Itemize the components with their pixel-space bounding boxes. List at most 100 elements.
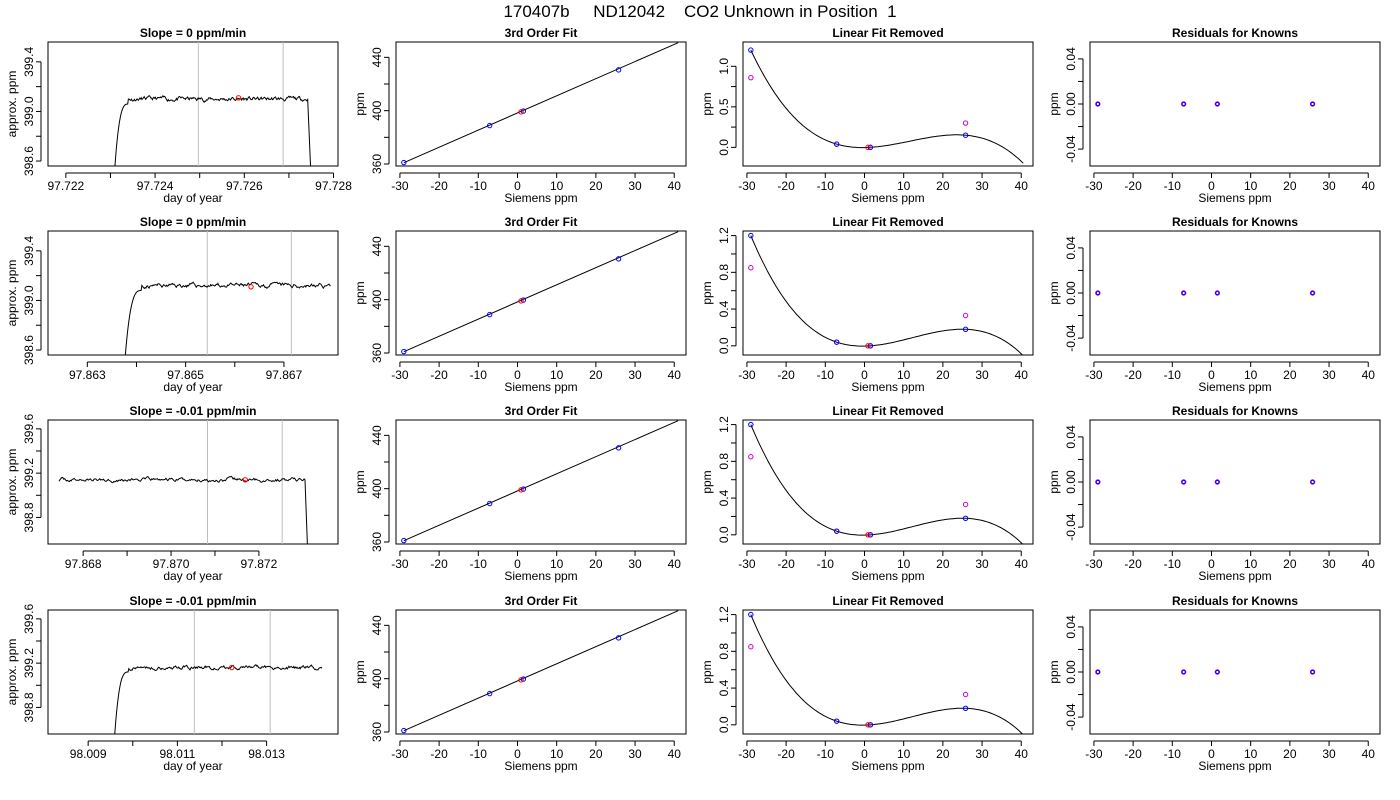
x-tick-label: 30 bbox=[975, 368, 989, 382]
x-axis-label: Siemens ppm bbox=[1198, 380, 1271, 394]
uncorrected-point bbox=[748, 74, 754, 81]
plot-frame bbox=[742, 230, 1034, 356]
x-tick-label: -10 bbox=[817, 747, 835, 761]
x-tick-label: -20 bbox=[777, 557, 795, 571]
x-tick-label: -20 bbox=[1124, 368, 1142, 382]
y-tick-label: 399.4 bbox=[22, 236, 36, 266]
panel-title: Slope = -0.01 ppm/min bbox=[129, 594, 256, 608]
x-tick-label: 0 bbox=[861, 368, 868, 382]
residual-point-outer bbox=[1214, 290, 1221, 296]
y-axis-label: approx. ppm bbox=[5, 260, 19, 327]
residual-point bbox=[1181, 101, 1186, 107]
y-tick-label: -0.04 bbox=[1064, 513, 1078, 541]
residual-point-outer bbox=[1095, 479, 1101, 485]
y-tick-label: 400 bbox=[370, 668, 384, 688]
x-tick-label: -30 bbox=[1085, 368, 1103, 382]
y-tick-label: 0.04 bbox=[1064, 236, 1078, 260]
x-tick-label: -20 bbox=[430, 368, 448, 382]
x-axis-label: Siemens ppm bbox=[851, 569, 924, 583]
plot-area bbox=[748, 47, 1024, 164]
known-point bbox=[486, 500, 493, 507]
y-tick-label: 399.4 bbox=[22, 47, 36, 77]
panel-title: 3rd Order Fit bbox=[505, 404, 578, 418]
y-tick-label: 360 bbox=[370, 722, 384, 742]
x-tick-label: -10 bbox=[1164, 179, 1182, 193]
known-point bbox=[520, 108, 527, 114]
x-tick-label: 20 bbox=[589, 179, 603, 193]
x-axis-label: Siemens ppm bbox=[851, 191, 924, 205]
y-tick-label: 0.00 bbox=[1064, 92, 1078, 116]
plot-area bbox=[114, 42, 312, 166]
x-tick-label: 0 bbox=[514, 747, 521, 761]
x-tick-label: -10 bbox=[817, 179, 835, 193]
fit-line bbox=[403, 420, 679, 542]
plot-area bbox=[1095, 101, 1316, 107]
residual-point-outer bbox=[1214, 669, 1221, 675]
y-tick-label: 1.2 bbox=[717, 227, 731, 244]
y-tick-label: 399.6 bbox=[22, 414, 36, 444]
y-tick-label: 400 bbox=[370, 289, 384, 309]
x-tick-label: 98.009 bbox=[70, 747, 107, 761]
x-tick-label: 30 bbox=[628, 747, 642, 761]
known-point bbox=[748, 47, 754, 53]
plot-area bbox=[1095, 290, 1316, 296]
y-tick-label: 0.00 bbox=[1064, 470, 1078, 494]
x-tick-label: 0 bbox=[514, 179, 521, 193]
unknown-point bbox=[865, 144, 871, 151]
y-axis-label: approx. ppm bbox=[5, 71, 19, 138]
x-tick-label: 0 bbox=[1208, 557, 1215, 571]
x-tick-label: 40 bbox=[1015, 368, 1029, 382]
x-tick-label: 40 bbox=[668, 179, 682, 193]
panel-r2-c2: 3rd Order Fit -30 -20 -10 0 10 20 30 40 Siemens p… bbox=[353, 215, 687, 394]
known-point bbox=[833, 339, 840, 345]
y-tick-label: 0.8 bbox=[717, 453, 731, 470]
x-tick-label: 97.728 bbox=[315, 179, 352, 193]
x-tick-label: 30 bbox=[975, 747, 989, 761]
x-tick-label: 97.726 bbox=[226, 179, 263, 193]
uncorrected-point bbox=[962, 312, 969, 319]
known-point bbox=[748, 421, 754, 428]
y-tick-label: 0.04 bbox=[1064, 47, 1078, 71]
known-point bbox=[486, 311, 493, 318]
plot-frame bbox=[47, 230, 339, 356]
unknown-point bbox=[518, 487, 524, 493]
x-tick-label: 30 bbox=[975, 557, 989, 571]
x-axis-label: Siemens ppm bbox=[851, 759, 924, 773]
y-axis-label: ppm bbox=[353, 281, 367, 304]
plot-area bbox=[748, 232, 1024, 355]
x-tick-label: 20 bbox=[589, 368, 603, 382]
x-axis-label: Siemens ppm bbox=[504, 569, 577, 583]
plot-area bbox=[401, 420, 679, 544]
x-tick-label: 30 bbox=[1322, 747, 1336, 761]
fit-line bbox=[403, 231, 679, 353]
known-point bbox=[401, 727, 407, 734]
y-tick-label: 0.5 bbox=[717, 98, 731, 115]
x-tick-label: -10 bbox=[1164, 368, 1182, 382]
mean-point bbox=[248, 284, 254, 290]
x-tick-label: 10 bbox=[1244, 747, 1258, 761]
x-tick-label: -30 bbox=[391, 557, 409, 571]
y-tick-label: 360 bbox=[370, 532, 384, 552]
x-tick-label: -30 bbox=[738, 747, 756, 761]
panel-title: 3rd Order Fit bbox=[505, 594, 578, 608]
x-tick-label: 97.868 bbox=[65, 557, 102, 571]
known-point bbox=[748, 611, 754, 618]
x-tick-label: -20 bbox=[430, 747, 448, 761]
x-tick-label: 20 bbox=[589, 747, 603, 761]
residual-point bbox=[1181, 479, 1186, 485]
x-tick-label: 0 bbox=[1208, 747, 1215, 761]
uncorrected-point bbox=[962, 691, 969, 698]
x-tick-label: -30 bbox=[1085, 747, 1103, 761]
residual-point-outer bbox=[1180, 290, 1187, 296]
plot-frame bbox=[1089, 419, 1381, 545]
residual-point-outer bbox=[1180, 669, 1187, 675]
residual-point bbox=[1215, 101, 1220, 107]
plot-area bbox=[748, 611, 1024, 734]
x-tick-label: 30 bbox=[1322, 368, 1336, 382]
y-tick-label: 400 bbox=[370, 100, 384, 120]
y-tick-label: 440 bbox=[370, 615, 384, 635]
panel-title: Residuals for Knowns bbox=[1172, 594, 1298, 608]
x-tick-label: 97.863 bbox=[69, 368, 106, 382]
y-tick-label: 398.6 bbox=[22, 146, 36, 176]
